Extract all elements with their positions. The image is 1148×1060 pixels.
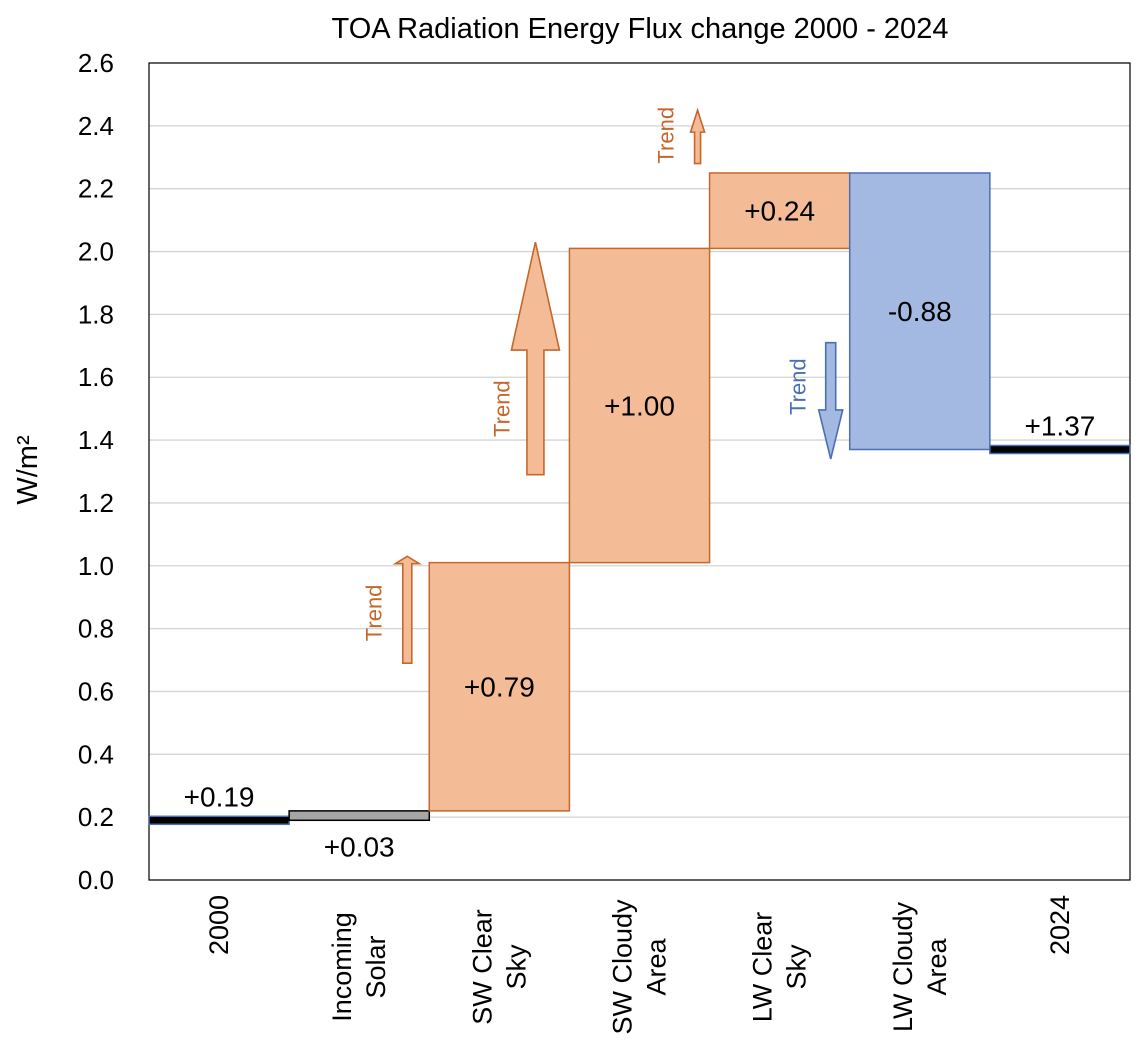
x-tick-label: SW Cloudy bbox=[608, 899, 638, 1035]
x-tick-label: Area bbox=[642, 938, 672, 996]
y-tick-label: 1.4 bbox=[78, 425, 114, 455]
x-axis-ticks: 2000 Incoming Solar SW Clear Sky SW Cloudy Are… bbox=[204, 895, 1075, 1035]
bar-1 bbox=[288, 810, 431, 822]
x-tick-label: Area bbox=[922, 938, 952, 996]
trend-label-2: Trend bbox=[654, 107, 679, 164]
y-tick-label: 2.4 bbox=[78, 111, 114, 141]
y-tick-label: 0.0 bbox=[78, 865, 114, 895]
trend-arrow-2 bbox=[689, 107, 706, 165]
y-axis-ticks: 0.0 0.2 0.4 0.6 0.8 1.0 1.2 1.4 1.6 1.8 2.0 2.2 2.4 2… bbox=[78, 48, 114, 895]
y-tick-label: 0.6 bbox=[78, 676, 114, 706]
bar-4 bbox=[708, 172, 851, 250]
x-tick-label: SW Clear bbox=[467, 909, 497, 1025]
data-label-4: +0.24 bbox=[744, 196, 815, 227]
trend-label-0: Trend bbox=[361, 585, 386, 642]
data-label-0: +0.19 bbox=[184, 781, 255, 812]
x-tick-label: 2000 bbox=[204, 895, 234, 955]
trend-label-1: Trend bbox=[489, 380, 514, 437]
x-tick-label: 2024 bbox=[1045, 895, 1075, 955]
trend-label-3: Trend bbox=[786, 358, 811, 415]
y-tick-label: 1.8 bbox=[78, 299, 114, 329]
trend-annotations: Trend Trend Trend Trend bbox=[361, 107, 844, 664]
x-tick-label: Sky bbox=[782, 944, 812, 990]
y-tick-label: 1.6 bbox=[78, 362, 114, 392]
y-tick-label: 0.8 bbox=[78, 614, 114, 644]
plot-border bbox=[148, 62, 1131, 881]
bar-2 bbox=[428, 561, 571, 812]
trend-arrow-1 bbox=[510, 241, 561, 476]
y-tick-label: 0.4 bbox=[78, 739, 114, 769]
data-label-2: +0.79 bbox=[464, 672, 535, 703]
bar-6 bbox=[989, 444, 1131, 455]
data-label-6: +1.37 bbox=[1024, 411, 1095, 442]
y-tick-label: 2.2 bbox=[78, 174, 114, 204]
bar-5 bbox=[848, 172, 991, 451]
x-tick-label: Sky bbox=[501, 944, 531, 990]
chart-title: TOA Radiation Energy Flux change 2000 - … bbox=[332, 13, 949, 45]
bars: +0.19 +0.03 +0.79 +1.00 +0.24 -0.88 +1.37 bbox=[148, 172, 1131, 862]
y-axis-label: W/m² bbox=[12, 435, 44, 505]
data-label-1: +0.03 bbox=[324, 831, 395, 862]
y-tick-label: 0.2 bbox=[78, 802, 114, 832]
x-tick-label: LW Cloudy bbox=[888, 901, 918, 1032]
trend-arrow-0 bbox=[392, 555, 423, 664]
trend-arrow-3 bbox=[817, 341, 844, 460]
y-tick-label: 1.0 bbox=[78, 551, 114, 581]
data-label-3: +1.00 bbox=[604, 391, 675, 422]
y-tick-label: 2.0 bbox=[78, 237, 114, 267]
bar-0 bbox=[148, 815, 290, 826]
bar-3 bbox=[568, 247, 711, 564]
gridlines bbox=[148, 62, 1131, 881]
x-tick-label: Solar bbox=[361, 935, 391, 998]
data-label-5: -0.88 bbox=[888, 296, 952, 327]
y-tick-label: 2.6 bbox=[78, 48, 114, 78]
x-tick-label: LW Clear bbox=[748, 912, 778, 1023]
x-tick-label: Incoming bbox=[327, 912, 357, 1022]
y-tick-label: 1.2 bbox=[78, 488, 114, 518]
